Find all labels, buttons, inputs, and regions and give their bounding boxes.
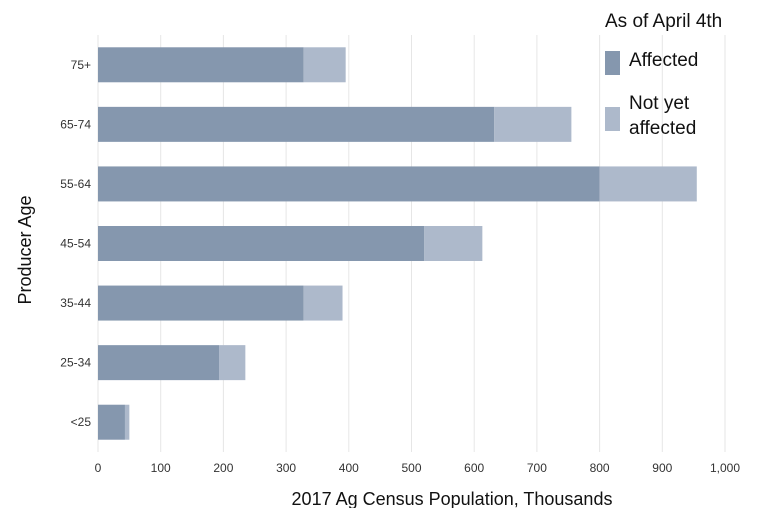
bar-not-yet-affected bbox=[424, 226, 483, 261]
bar-affected bbox=[98, 226, 425, 261]
bar-affected bbox=[98, 404, 125, 440]
x-tick-label: 400 bbox=[339, 461, 359, 475]
x-tick-label: 1,000 bbox=[710, 461, 740, 475]
bar-not-yet-affected bbox=[303, 47, 346, 83]
y-tick-label: 25-34 bbox=[60, 356, 91, 370]
x-axis-title: 2017 Ag Census Population, Thousands bbox=[292, 489, 613, 508]
y-tick-label: 35-44 bbox=[60, 296, 91, 310]
legend-label-not-yet-affected-line1: Not yet bbox=[629, 93, 690, 114]
bars bbox=[98, 47, 697, 440]
y-tick-label: 75+ bbox=[71, 58, 91, 72]
bar-affected bbox=[98, 285, 304, 321]
x-tick-label: 300 bbox=[276, 461, 296, 475]
bar-not-yet-affected bbox=[303, 285, 343, 321]
legend-title: As of April 4th bbox=[605, 11, 722, 32]
x-tick-label: 500 bbox=[401, 461, 421, 475]
y-tick-labels: 75+ 65-74 55-64 45-54 35-44 25-34 <25 bbox=[60, 58, 91, 429]
bar-affected bbox=[98, 166, 600, 202]
y-tick-label: 55-64 bbox=[60, 177, 91, 191]
x-tick-labels: 0 100 200 300 400 500 600 700 800 900 1,000 bbox=[95, 461, 741, 475]
x-tick-label: 0 bbox=[95, 461, 102, 475]
bar-affected bbox=[98, 47, 304, 83]
y-axis-title: Producer Age bbox=[15, 195, 35, 304]
x-tick-label: 200 bbox=[213, 461, 233, 475]
bar-affected bbox=[98, 345, 220, 381]
legend: As of April 4th Affected Not yet affecte… bbox=[605, 11, 722, 139]
x-tick-label: 900 bbox=[652, 461, 672, 475]
y-tick-label: 45-54 bbox=[60, 237, 91, 251]
bar-not-yet-affected bbox=[219, 345, 246, 381]
legend-label-not-yet-affected-line2: affected bbox=[629, 118, 696, 139]
x-tick-label: 700 bbox=[527, 461, 547, 475]
y-tick-label: <25 bbox=[71, 415, 92, 429]
x-tick-label: 600 bbox=[464, 461, 484, 475]
bar-not-yet-affected bbox=[494, 106, 572, 142]
legend-swatch-affected bbox=[605, 51, 620, 75]
bar-not-yet-affected bbox=[124, 404, 130, 440]
x-tick-label: 100 bbox=[151, 461, 171, 475]
legend-swatch-not-yet-affected bbox=[605, 107, 620, 131]
bar-affected bbox=[98, 106, 495, 142]
y-tick-label: 65-74 bbox=[60, 117, 91, 131]
x-tick-label: 800 bbox=[590, 461, 610, 475]
legend-label-affected: Affected bbox=[629, 50, 698, 71]
bar-not-yet-affected bbox=[599, 166, 697, 202]
